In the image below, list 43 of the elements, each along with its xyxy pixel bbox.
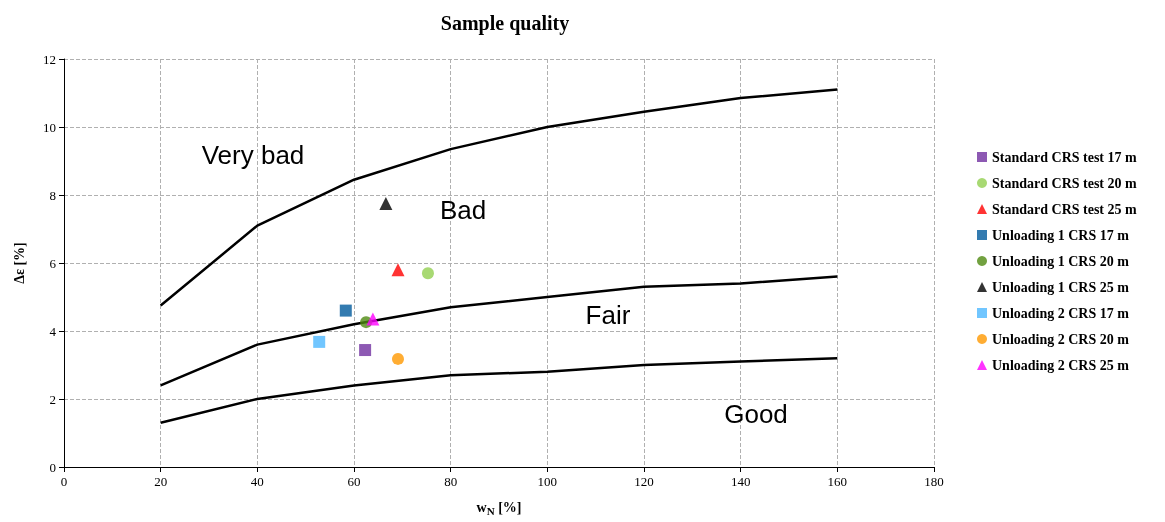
y-axis-title: Δε [%] xyxy=(11,242,27,284)
legend-label: Standard CRS test 20 m xyxy=(992,175,1138,191)
line-series xyxy=(159,88,839,307)
y-tick-label: 10 xyxy=(43,119,56,135)
x-tick-label: 20 xyxy=(154,474,168,489)
x-tick-label: 40 xyxy=(250,474,264,489)
y-tick-label: 8 xyxy=(49,187,56,203)
line-series xyxy=(159,356,839,425)
annotation: Fair xyxy=(585,300,631,330)
legend-label: Unloading 2 CRS 25 m xyxy=(992,357,1130,373)
point xyxy=(313,335,326,348)
x-tick-label: 100 xyxy=(537,474,558,489)
point xyxy=(359,344,372,357)
annotation: Very bad xyxy=(201,140,305,170)
legend-label: Unloading 2 CRS 17 m xyxy=(992,305,1130,321)
point xyxy=(339,304,352,317)
point xyxy=(379,197,393,210)
x-tick-label: 140 xyxy=(730,474,751,489)
x-tick-label: 80 xyxy=(444,474,458,489)
x-tick-label: 0 xyxy=(60,474,68,489)
annotation: Bad xyxy=(439,195,487,225)
y-tick-label: 4 xyxy=(49,323,57,339)
legend-label: Standard CRS test 25 m xyxy=(992,201,1138,217)
y-tick-label: 0 xyxy=(49,459,56,475)
legend-label: Unloading 1 CRS 25 m xyxy=(992,279,1130,295)
point xyxy=(366,312,380,326)
x-tick-label: 180 xyxy=(924,474,944,489)
annotation: Good xyxy=(724,399,788,429)
legend-label: Unloading 1 CRS 20 m xyxy=(992,253,1130,269)
point xyxy=(391,263,405,277)
x-tick-label: 160 xyxy=(827,474,848,489)
point xyxy=(421,267,434,280)
legend-label: Unloading 2 CRS 20 m xyxy=(992,331,1130,347)
point xyxy=(392,352,404,365)
chart-title: Sample quality xyxy=(440,12,570,35)
x-tick-label: 120 xyxy=(634,474,654,489)
y-tick-label: 12 xyxy=(43,51,56,67)
legend-label: Unloading 1 CRS 17 m xyxy=(992,227,1130,243)
legend-label: Standard CRS test 17 m xyxy=(992,149,1138,165)
x-tick-label: 60 xyxy=(347,474,361,489)
y-tick-label: 6 xyxy=(49,255,57,271)
line-series xyxy=(159,275,839,387)
y-tick-label: 2 xyxy=(49,391,56,407)
